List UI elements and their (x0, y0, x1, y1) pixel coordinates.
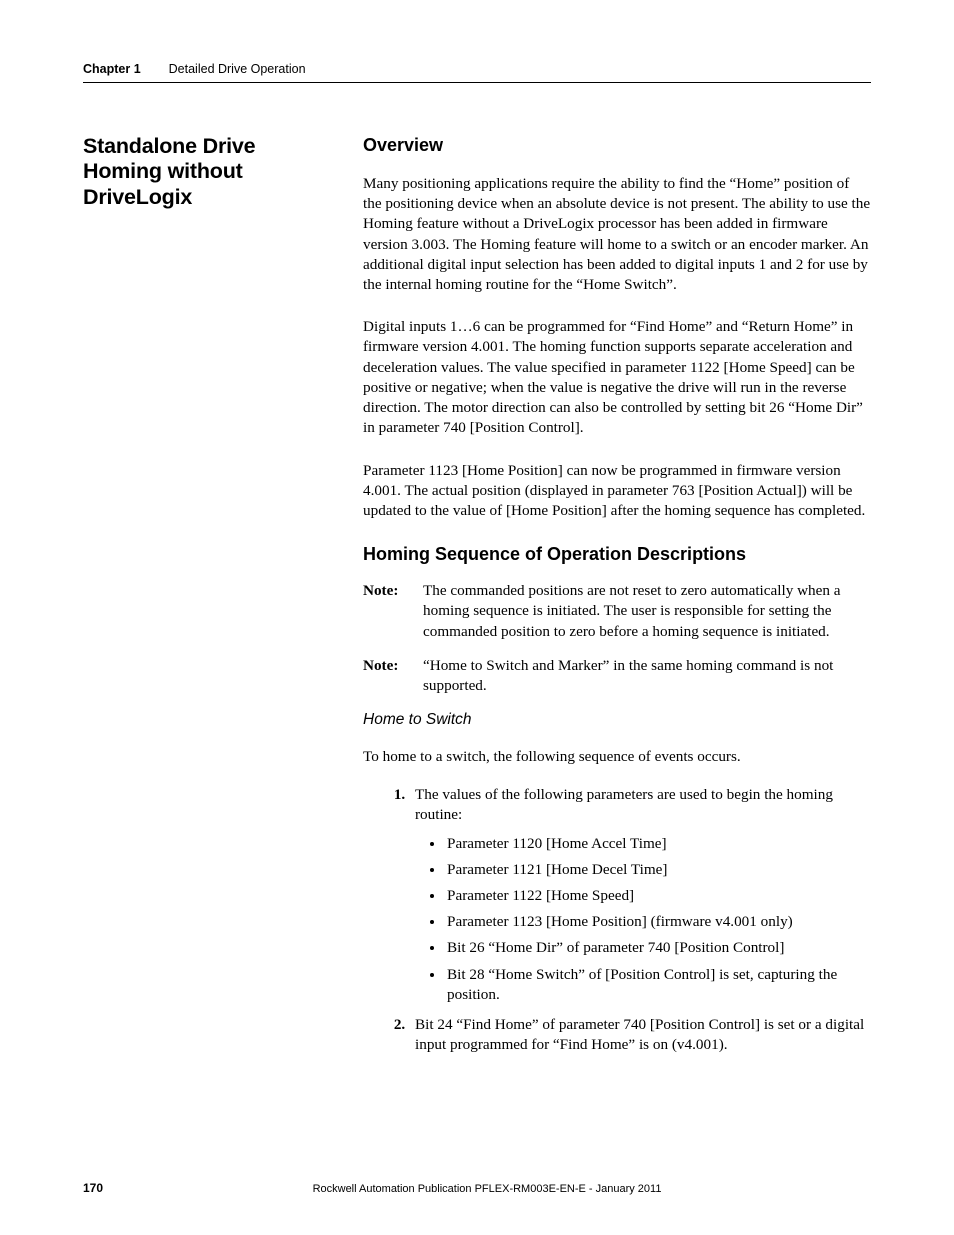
bullet-item: Parameter 1121 [Home Decel Time] (445, 860, 871, 880)
side-column: Standalone Drive Homing without DriveLog… (83, 134, 337, 1065)
header-rule (83, 82, 871, 83)
note-label: Note: (363, 581, 409, 642)
chapter-label: Chapter 1 (83, 62, 141, 76)
footer: 170 Rockwell Automation Publication PFLE… (83, 1181, 871, 1195)
step-1: The values of the following parameters a… (409, 785, 871, 1005)
running-header: Chapter 1 Detailed Drive Operation (83, 62, 871, 76)
note-2-text: “Home to Switch and Marker” in the same … (423, 656, 871, 696)
content-area: Standalone Drive Homing without DriveLog… (83, 134, 871, 1065)
bullet-item: Bit 28 “Home Switch” of [Position Contro… (445, 965, 871, 1005)
step-2-text: Bit 24 “Find Home” of parameter 740 [Pos… (415, 1016, 864, 1053)
page-number: 170 (83, 1181, 103, 1195)
home-to-switch-intro: To home to a switch, the following seque… (363, 747, 871, 767)
step-1-text: The values of the following parameters a… (415, 786, 833, 823)
home-to-switch-heading: Home to Switch (363, 710, 871, 731)
page: Chapter 1 Detailed Drive Operation Stand… (0, 0, 954, 1235)
note-label: Note: (363, 656, 409, 696)
overview-paragraph-2: Digital inputs 1…6 can be programmed for… (363, 317, 871, 438)
publication-line: Rockwell Automation Publication PFLEX-RM… (103, 1183, 871, 1195)
side-heading: Standalone Drive Homing without DriveLog… (83, 134, 337, 210)
bullet-item: Parameter 1123 [Home Position] (firmware… (445, 912, 871, 932)
step-2: Bit 24 “Find Home” of parameter 740 [Pos… (409, 1015, 871, 1055)
sequence-heading: Homing Sequence of Operation Description… (363, 543, 871, 567)
note-2: Note: “Home to Switch and Marker” in the… (363, 656, 871, 696)
overview-heading: Overview (363, 134, 871, 158)
steps-list: The values of the following parameters a… (363, 785, 871, 1055)
note-1: Note: The commanded positions are not re… (363, 581, 871, 642)
bullet-item: Parameter 1120 [Home Accel Time] (445, 834, 871, 854)
chapter-title: Detailed Drive Operation (169, 62, 306, 76)
bullet-item: Bit 26 “Home Dir” of parameter 740 [Posi… (445, 938, 871, 958)
bullet-item: Parameter 1122 [Home Speed] (445, 886, 871, 906)
overview-paragraph-3: Parameter 1123 [Home Position] can now b… (363, 461, 871, 522)
note-1-text: The commanded positions are not reset to… (423, 581, 871, 642)
overview-paragraph-1: Many positioning applications require th… (363, 174, 871, 295)
main-column: Overview Many positioning applications r… (363, 134, 871, 1065)
step-1-bullets: Parameter 1120 [Home Accel Time] Paramet… (415, 834, 871, 1006)
